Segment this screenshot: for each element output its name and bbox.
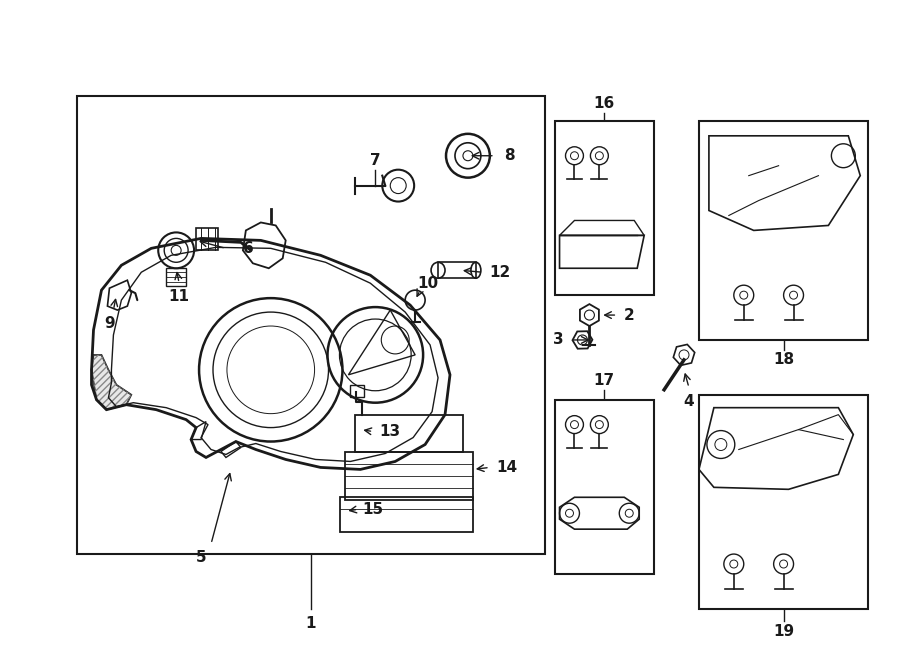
- Text: 2: 2: [624, 307, 634, 323]
- Bar: [438, 262, 476, 278]
- Polygon shape: [92, 355, 131, 410]
- Bar: [554, 121, 654, 295]
- Bar: [196, 229, 218, 251]
- Text: 7: 7: [370, 153, 381, 168]
- Text: 5: 5: [195, 549, 206, 564]
- Bar: [76, 96, 544, 554]
- Text: 11: 11: [168, 289, 190, 303]
- Text: 15: 15: [363, 502, 384, 517]
- Bar: [554, 400, 654, 574]
- Bar: [340, 497, 472, 532]
- Text: 1: 1: [305, 616, 316, 631]
- Text: 12: 12: [490, 265, 510, 280]
- Bar: [699, 121, 868, 340]
- Text: 4: 4: [684, 394, 694, 409]
- Bar: [166, 268, 186, 286]
- Text: 3: 3: [554, 332, 564, 348]
- Text: 10: 10: [418, 276, 438, 291]
- Text: 8: 8: [504, 148, 515, 163]
- Text: 14: 14: [496, 460, 518, 475]
- Text: 18: 18: [773, 352, 794, 368]
- Text: 19: 19: [773, 624, 794, 639]
- Bar: [350, 385, 365, 397]
- Bar: [699, 395, 868, 609]
- Text: 13: 13: [380, 424, 400, 439]
- Text: 17: 17: [594, 373, 615, 388]
- Bar: [356, 414, 463, 453]
- Text: 6: 6: [244, 241, 254, 256]
- Text: 16: 16: [594, 97, 615, 112]
- Text: 9: 9: [104, 315, 114, 330]
- Bar: [346, 453, 472, 500]
